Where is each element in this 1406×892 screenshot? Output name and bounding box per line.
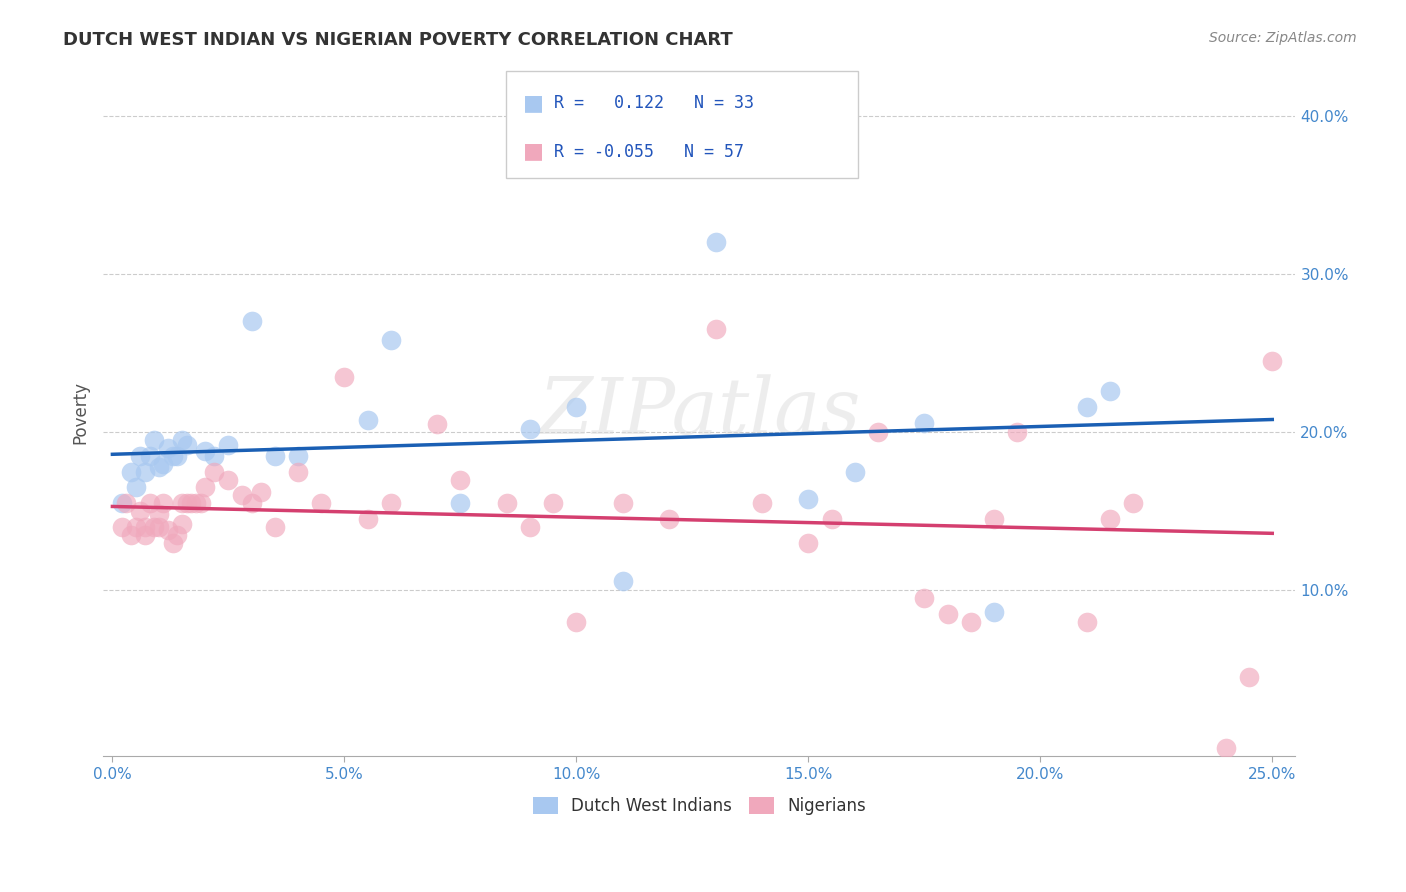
Point xyxy=(263,449,285,463)
Point xyxy=(176,438,198,452)
Point xyxy=(380,334,402,348)
Point xyxy=(983,606,1005,620)
Point xyxy=(936,607,959,621)
Point xyxy=(180,496,202,510)
Text: DUTCH WEST INDIAN VS NIGERIAN POVERTY CORRELATION CHART: DUTCH WEST INDIAN VS NIGERIAN POVERTY CO… xyxy=(63,31,733,49)
Point xyxy=(176,496,198,510)
Text: ■: ■ xyxy=(523,94,544,113)
Point xyxy=(519,422,541,436)
Point xyxy=(519,520,541,534)
Point xyxy=(704,235,727,250)
Point xyxy=(240,314,263,328)
Point xyxy=(231,488,253,502)
Point xyxy=(449,496,471,510)
Point xyxy=(449,473,471,487)
Point xyxy=(426,417,449,432)
Point xyxy=(1076,615,1098,629)
Point xyxy=(612,496,634,510)
Point xyxy=(495,496,517,510)
Point xyxy=(152,496,174,510)
Point xyxy=(240,496,263,510)
Point xyxy=(959,615,981,629)
Point xyxy=(115,496,138,510)
Point xyxy=(194,444,217,458)
Point xyxy=(309,496,332,510)
Point xyxy=(287,449,309,463)
Point xyxy=(333,369,356,384)
Point xyxy=(138,449,160,463)
Point xyxy=(1005,425,1028,439)
Point xyxy=(866,425,889,439)
Point xyxy=(1098,384,1121,398)
Point xyxy=(166,528,188,542)
Point xyxy=(143,520,166,534)
Point xyxy=(166,449,188,463)
Point xyxy=(157,523,180,537)
Point xyxy=(797,491,820,506)
Point xyxy=(612,574,634,588)
Point xyxy=(129,449,152,463)
Text: ZIPatlas: ZIPatlas xyxy=(538,375,860,450)
Legend: Dutch West Indians, Nigerians: Dutch West Indians, Nigerians xyxy=(524,789,875,823)
Point xyxy=(194,481,217,495)
Point xyxy=(1076,400,1098,414)
Point xyxy=(124,520,146,534)
Point xyxy=(111,520,134,534)
Point xyxy=(751,496,773,510)
Point xyxy=(148,459,170,474)
Text: Source: ZipAtlas.com: Source: ZipAtlas.com xyxy=(1209,31,1357,45)
Point xyxy=(134,465,156,479)
Point xyxy=(138,496,160,510)
Point xyxy=(263,520,285,534)
Point xyxy=(1237,670,1260,684)
Point xyxy=(565,615,588,629)
Point xyxy=(541,496,564,510)
Y-axis label: Poverty: Poverty xyxy=(72,381,89,444)
Point xyxy=(170,516,193,531)
Point xyxy=(170,496,193,510)
Point xyxy=(1261,354,1284,368)
Point xyxy=(1122,496,1144,510)
Point xyxy=(157,441,180,455)
Point xyxy=(134,528,156,542)
Point xyxy=(820,512,842,526)
Point xyxy=(111,496,134,510)
Point xyxy=(287,465,309,479)
Text: R = -0.055   N = 57: R = -0.055 N = 57 xyxy=(554,143,744,161)
Point xyxy=(204,449,226,463)
Point xyxy=(912,591,935,606)
Point xyxy=(1215,741,1237,756)
Point xyxy=(912,416,935,430)
Point xyxy=(134,520,156,534)
Text: R =   0.122   N = 33: R = 0.122 N = 33 xyxy=(554,95,754,112)
Point xyxy=(844,465,866,479)
Point xyxy=(148,520,170,534)
Point xyxy=(124,481,146,495)
Point xyxy=(184,496,207,510)
Point xyxy=(190,496,212,510)
Point xyxy=(143,433,166,447)
Point xyxy=(217,438,239,452)
Point xyxy=(120,528,142,542)
Point xyxy=(162,449,184,463)
Point xyxy=(162,536,184,550)
Point xyxy=(704,322,727,336)
Point xyxy=(250,485,273,500)
Point xyxy=(797,536,820,550)
Point xyxy=(152,457,174,471)
Point xyxy=(129,504,152,518)
Point xyxy=(170,433,193,447)
Point xyxy=(120,465,142,479)
Text: ■: ■ xyxy=(523,142,544,161)
Point xyxy=(1098,512,1121,526)
Point xyxy=(356,412,378,426)
Point xyxy=(148,508,170,522)
Point xyxy=(204,465,226,479)
Point xyxy=(983,512,1005,526)
Point xyxy=(217,473,239,487)
Point xyxy=(658,512,681,526)
Point xyxy=(380,496,402,510)
Point xyxy=(356,512,378,526)
Point xyxy=(565,400,588,414)
